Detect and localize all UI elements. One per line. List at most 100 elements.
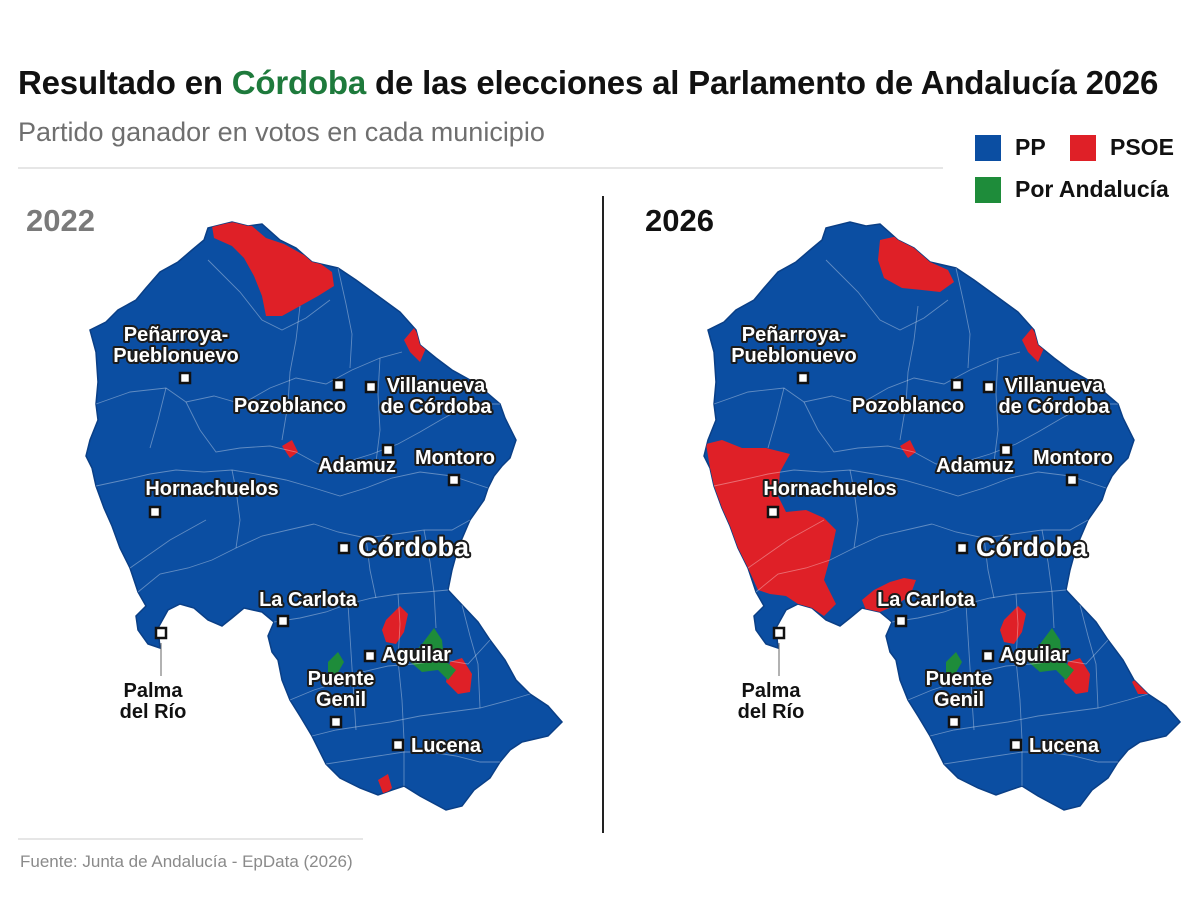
psoe-region-0 — [878, 236, 954, 292]
palma-marker — [772, 626, 786, 640]
pozoblanco-marker — [950, 378, 964, 392]
hornachuelos-label: Hornachuelos — [763, 478, 896, 500]
lacarlota-marker — [894, 614, 908, 628]
psoe-region-4 — [862, 578, 916, 612]
chart-subtitle: Partido ganador en votos en cada municip… — [18, 117, 545, 147]
puentegenil-label-line: Genil — [934, 689, 984, 711]
title-prefix: Resultado en — [18, 64, 232, 101]
source-note: Fuente: Junta de Andalucía - EpData (202… — [20, 852, 353, 871]
montoro-marker — [447, 473, 461, 487]
penarroya-label-line: Pueblonuevo — [113, 345, 239, 367]
legend-pp: PP — [975, 134, 1046, 161]
penarroya-label-line: Pueblonuevo — [731, 345, 857, 367]
pozoblanco-label: Pozoblanco — [234, 395, 346, 417]
montoro-label-line: Montoro — [415, 447, 495, 469]
legend-por-andalucia-swatch — [975, 176, 1001, 203]
lacarlota-label-line: La Carlota — [259, 589, 358, 611]
municipal-border — [289, 639, 491, 701]
bottom-divider — [18, 838, 363, 840]
municipal-border — [713, 469, 875, 487]
psoe-region-3 — [706, 440, 836, 616]
lacarlota-label-line: La Carlota — [877, 589, 976, 611]
chart-title: Resultado en Córdoba de las elecciones a… — [18, 64, 1158, 102]
puentegenil-label-line: Puente — [926, 668, 993, 690]
municipal-border — [993, 357, 999, 463]
lacarlota-label: La Carlota — [877, 589, 976, 611]
aguilar-label: Aguilar — [382, 644, 451, 666]
puentegenil-label: Puente Genil — [926, 668, 993, 711]
municipal-border — [365, 537, 377, 599]
villanueva-marker — [982, 380, 996, 394]
aguilar-marker — [363, 649, 377, 663]
cordoba-label: Córdoba — [976, 532, 1088, 562]
municipal-border — [713, 387, 861, 405]
municipal-border — [931, 519, 1089, 539]
municipal-border — [317, 403, 500, 465]
puentegenil-marker — [947, 715, 961, 729]
municipal-border — [423, 529, 437, 629]
palma-label: Palma del Río — [120, 680, 187, 723]
municipal-border — [347, 603, 357, 731]
palma-label-line: Palma — [742, 680, 802, 702]
penarroya-label: Peñarroya-Pueblonuevo — [731, 324, 857, 367]
palma-label-line: del Río — [738, 701, 805, 723]
municipal-border — [935, 403, 1118, 465]
municipal-border — [137, 523, 315, 593]
legend-psoe-swatch — [1070, 134, 1096, 161]
municipal-border — [185, 401, 319, 465]
panel-year-2026: 2026 — [645, 203, 714, 238]
municipal-border — [129, 519, 207, 569]
municipal-border — [461, 604, 481, 709]
municipal-border — [273, 589, 449, 623]
aguilar-marker — [981, 649, 995, 663]
hornachuelos-marker — [148, 505, 162, 519]
municipal-border — [755, 523, 933, 593]
municipal-border — [207, 259, 331, 331]
municipal-border — [943, 751, 1118, 765]
municipal-border — [313, 519, 471, 539]
municipal-border — [337, 267, 353, 369]
municipal-border — [311, 693, 531, 737]
municipal-border — [983, 537, 995, 599]
adamuz-label-line: Adamuz — [318, 455, 396, 477]
psoe-region-1 — [1022, 328, 1044, 362]
palma-label: Palma del Río — [738, 680, 805, 723]
psoe-region-2 — [900, 440, 916, 458]
penarroya-label-line: Peñarroya- — [742, 324, 847, 346]
municipal-border — [767, 387, 785, 449]
municipal-border — [375, 357, 381, 463]
municipal-border — [1041, 529, 1055, 629]
villanueva-marker — [364, 380, 378, 394]
municipal-border — [149, 387, 167, 449]
municipal-border — [95, 387, 243, 405]
por-andalucia-region-7 — [328, 652, 344, 676]
municipal-border — [255, 471, 489, 497]
por-andalucia-region-9 — [946, 652, 962, 676]
cordoba-label-line: Córdoba — [976, 532, 1088, 562]
cordoba-label-line: Córdoba — [358, 532, 470, 562]
puentegenil-label-line: Genil — [316, 689, 366, 711]
legend-por-andalucia-label: Por Andalucía — [1015, 176, 1169, 202]
montoro-marker — [1065, 473, 1079, 487]
palma-marker — [154, 626, 168, 640]
psoe-region-3 — [382, 606, 408, 644]
psoe-region-5 — [378, 774, 392, 796]
aguilar-label-line: Aguilar — [382, 644, 451, 666]
panel-divider — [602, 196, 604, 833]
municipal-border — [241, 351, 403, 405]
lucena-label: Lucena — [411, 735, 482, 757]
adamuz-label: Adamuz — [936, 455, 1014, 477]
palma-label-line: Palma — [124, 680, 184, 702]
municipal-border — [825, 259, 949, 331]
legend-pp-label: PP — [1015, 134, 1046, 160]
legend-pp-swatch — [975, 134, 1001, 161]
cordoba-label: Córdoba — [358, 532, 470, 562]
lacarlota-label: La Carlota — [259, 589, 358, 611]
villanueva-label-line: de Córdoba — [380, 396, 492, 418]
penarroya-label: Peñarroya-Pueblonuevo — [113, 324, 239, 367]
aguilar-label: Aguilar — [1000, 644, 1069, 666]
adamuz-label-line: Adamuz — [936, 455, 1014, 477]
municipal-border — [281, 305, 301, 441]
hornachuelos-marker — [766, 505, 780, 519]
montoro-label: Montoro — [1033, 447, 1113, 469]
